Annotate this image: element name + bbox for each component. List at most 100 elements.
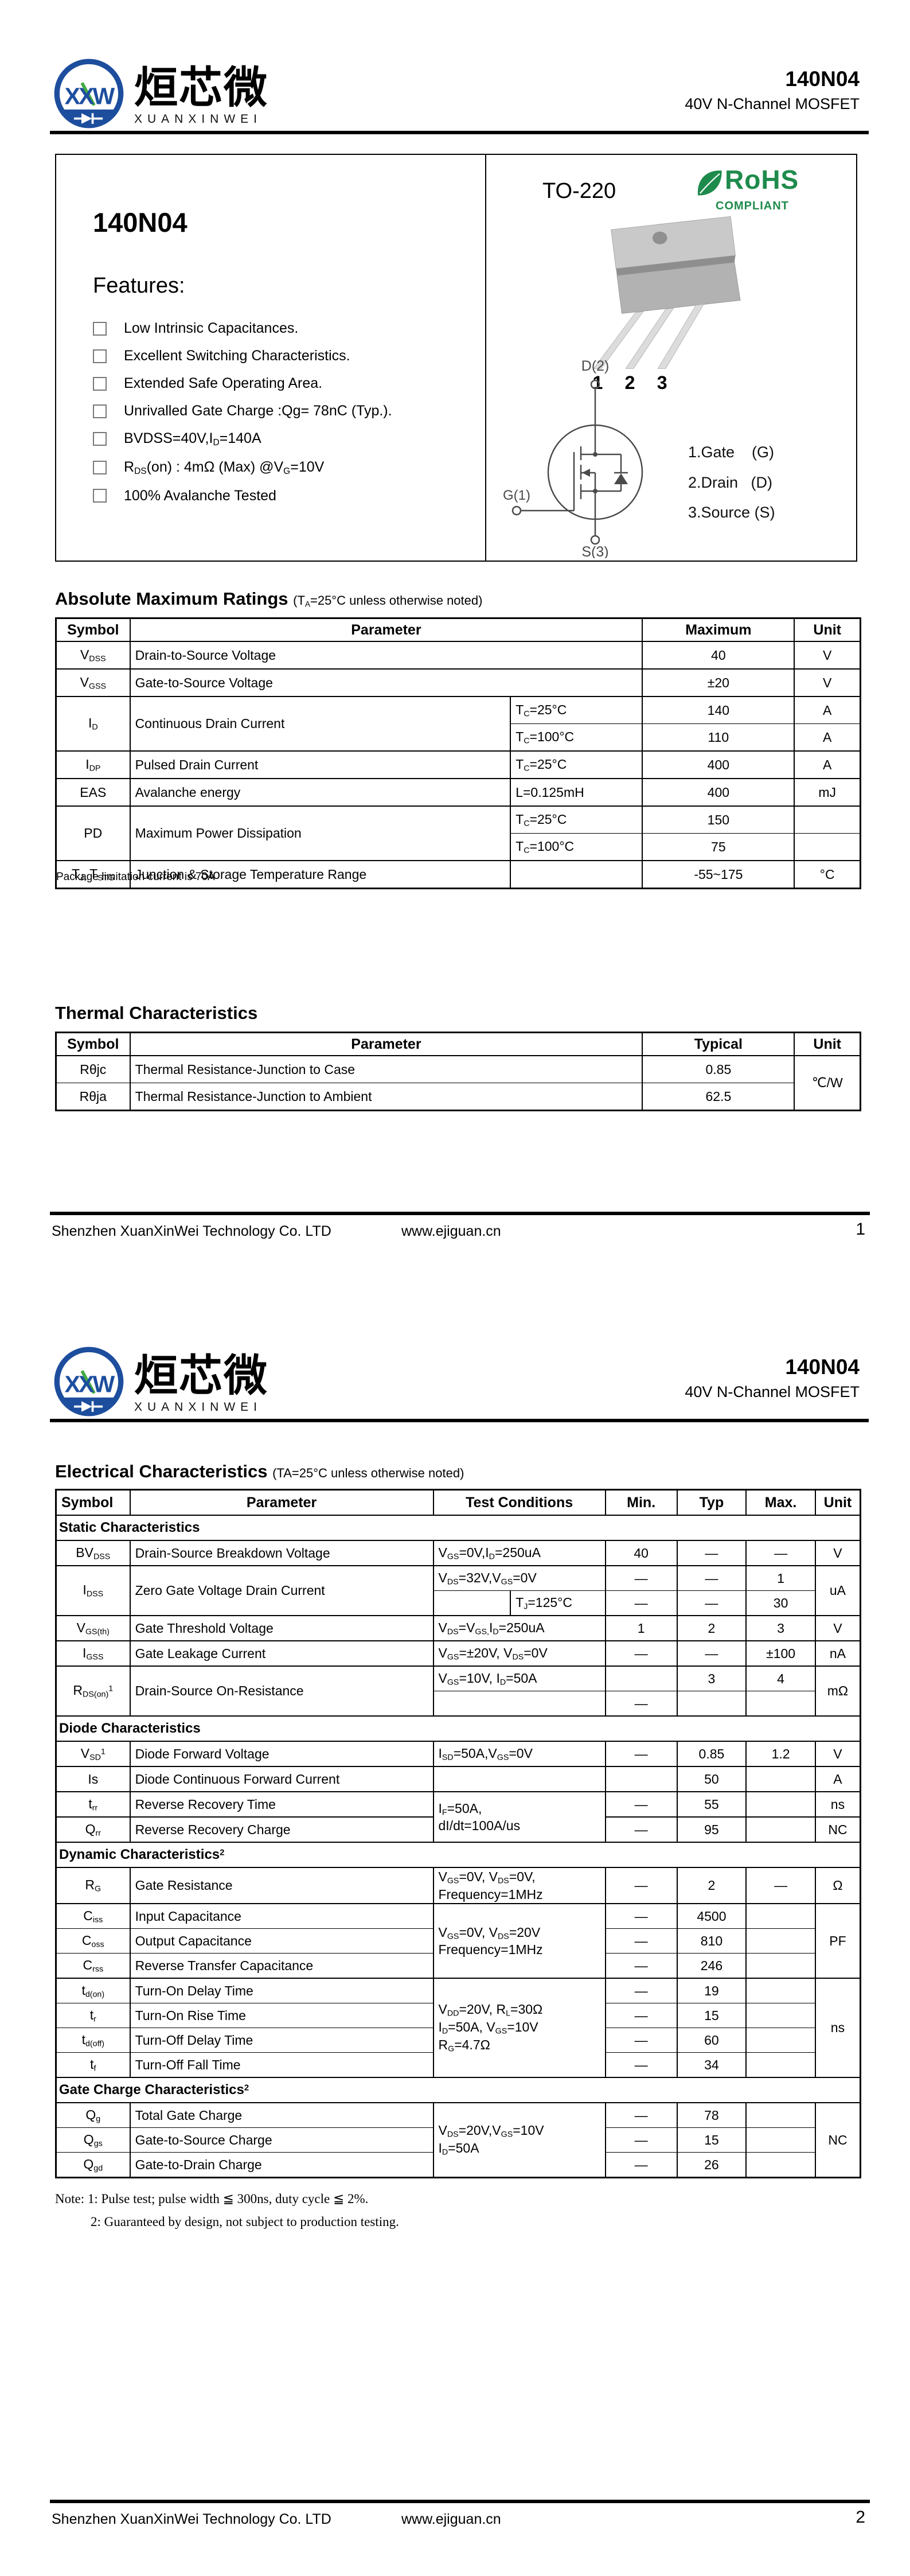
table-cell: EAS [55,778,130,806]
table-cell: 810 [676,1928,747,1954]
features-heading: Features: [93,274,185,298]
table-cell: Gate-to-Drain Charge [129,2152,433,2178]
table-row: VSD1 Diode Forward Voltage ISD=50A,VGS=0V —… [55,1741,861,1766]
table-cell: Reverse Recovery Charge [129,1816,433,1842]
abs-max-footnote: Package limitation current is 70A [56,871,215,883]
table-cell: Turn-Off Fall Time [129,2052,433,2077]
table-cell: — [604,2052,677,2077]
table-cell: 1.2 [745,1741,815,1766]
table-row: BVDSS Drain-Source Breakdown Voltage VGS=0… [55,1540,861,1566]
checkbox-icon [93,404,107,418]
table-cell: trr [55,1791,130,1817]
feature-item: Unrivalled Gate Charge :Qg= 78nC (Typ.). [93,403,485,419]
brand-chinese-name: 烜芯微 [134,64,268,112]
table-cell [745,2003,815,2028]
datasheet-page-2: XXW 烜芯微 XUANXINWEI 140N04 40V N-Channel … [0,1288,910,2576]
table-cell [745,1816,815,1842]
feature-text: Low Intrinsic Capacitances. [124,320,299,336]
table-header-cell: Unit [814,1489,861,1515]
table-cell: VDD=20V, RL=30Ω ID=50A, VGS=10V RG=4.7Ω [432,1978,606,2077]
table-cell: — [745,1867,815,1904]
table-cell: — [604,1691,677,1716]
table-cell: Total Gate Charge [129,2102,433,2128]
schematic-drain-label: D(2) [581,360,610,374]
table-cell: TC=25°C [510,806,643,834]
table-cell: VGS(th) [55,1615,130,1641]
package-panel: TO-220 RoHS COMPLIANT [486,155,856,561]
abs-max-title: Absolute Maximum Ratings (TA=25°C unless… [55,589,482,609]
table-cell: Avalanche energy [129,778,511,806]
table-cell: — [604,2127,677,2153]
electrical-characteristics-table: Symbol Parameter Test Conditions Min. Typ Max… [55,1489,861,2178]
electrical-title: Electrical Characteristics (TA=25°C unle… [55,1461,863,1482]
table-cell: VGS=±20V, VDS=0V [432,1640,606,1666]
table-header-cell: Parameter [129,617,643,641]
table-cell: — [676,1565,747,1591]
note-item: Note: 1: Pulse test; pulse width ≦ 300ns… [55,2192,369,2206]
table-row: Rθja Thermal Resistance-Junction to Ambie… [55,1083,861,1111]
table-cell: ISD=50A,VGS=0V [432,1741,606,1766]
feature-item: BVDSS=40V,ID=140A [93,430,485,448]
table-cell: — [604,1816,677,1842]
table-row: td(off) Turn-Off Delay Time —60 [55,2028,861,2053]
table-cell: 1 [745,1565,815,1591]
table-cell: Gate Resistance [129,1867,433,1904]
table-cell: Qgs [55,2127,130,2153]
table-cell: Rθja [55,1083,130,1111]
table-header-cell: Max. [745,1489,815,1515]
table-cell: Thermal Resistance-Junction to Ambient [129,1083,643,1111]
electrical-title-text: Electrical Characteristics [55,1461,268,1481]
table-cell [745,1928,815,1954]
table-row: RG Gate Resistance VGS=0V, VDS=0V, Frequenc… [55,1867,861,1904]
mosfet-schematic: D(2) G(1) S(3) [503,360,643,558]
table-cell: tr [55,2003,130,2028]
feature-item: Low Intrinsic Capacitances. [93,320,485,337]
table-cell: ±100 [745,1640,815,1666]
leaf-icon [697,170,722,196]
thermal-characteristics-table: Symbol Parameter Typical Unit Rθjc Thermal Re… [55,1032,861,1111]
logo-icon: XXW [54,1347,124,1417]
table-cell: IGSS [55,1640,130,1666]
table-cell: V [794,641,861,669]
table-header-cell: Test Conditions [432,1489,606,1515]
table-row: Gate Charge Characteristics2 [55,2077,861,2103]
table-cell: TC=100°C [510,723,643,751]
table-cell: — [604,1928,677,1954]
table-cell: Crss [55,1953,130,1978]
table-cell: ns [814,1791,861,1817]
table-cell: 95 [676,1816,747,1842]
table-row: TJ=125°C — —30 [56,1590,861,1616]
table-row: tr Turn-On Rise Time —15 [55,2003,861,2028]
table-row: TJ, TSTG Junction & Storage Temperature R… [55,860,861,889]
table-cell [510,860,643,889]
table-cell [745,1691,815,1716]
box-part-title: 140N04 [93,207,188,238]
table-cell: 150 [642,806,795,834]
table-cell: VDSS [55,641,130,669]
table-cell: Reverse Recovery Time [129,1791,433,1817]
table-cell: Thermal Resistance-Junction to Case [129,1055,643,1083]
rohs-subtitle: COMPLIANT [716,200,789,212]
table-row: Ciss Input Capacitance VGS=0V, VDS=20V Freq… [55,1903,861,1978]
table-cell: ID [55,696,130,751]
feature-text: RDS(on) : 4mΩ (Max) @VG=10V [124,458,325,476]
checkbox-icon [93,461,107,475]
table-cell: Qrr [55,1816,130,1842]
table-cell: 15 [676,2003,747,2028]
abs-max-title-text: Absolute Maximum Ratings [55,589,288,609]
table-cell: 246 [676,1953,747,1978]
logo-monogram: XXW [65,1371,115,1398]
header-part-block: 140N04 40V N-Channel MOSFET [685,1355,860,1401]
table-row: Coss Output Capacitance —810 [55,1928,861,1954]
table-cell: PF [814,1903,861,1978]
overview-box: 140N04 Features: Low Intrinsic Capacitan… [55,154,857,562]
table-cell: — [604,2152,677,2178]
table-cell: A [814,1766,861,1792]
footer-website: www.ejiguan.cn [401,1223,501,1239]
table-cell: mJ [794,778,861,806]
table-cell: — [745,1540,815,1566]
part-number: 140N04 [785,1355,860,1379]
brand-english-name: XUANXINWEI [134,112,263,126]
table-row: Diode Characteristics [55,1715,861,1741]
table-cell [745,2127,815,2153]
